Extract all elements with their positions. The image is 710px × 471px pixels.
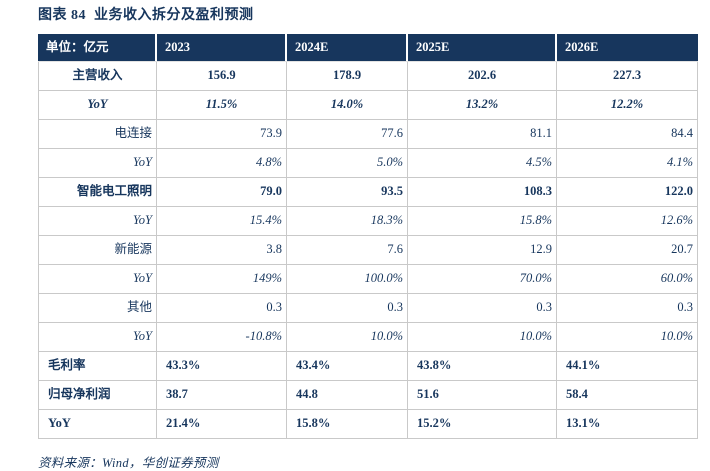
value-cell: 84.4 <box>557 120 698 148</box>
value-cell: 4.8% <box>157 149 287 177</box>
row-label: YoY <box>38 323 157 351</box>
value-cell: 7.6 <box>287 236 408 264</box>
figure-title: 图表 84 业务收入拆分及盈利预测 <box>38 8 254 23</box>
value-cell: 13.2% <box>408 91 557 119</box>
row-label: YoY <box>38 207 157 235</box>
value-cell: 3.8 <box>157 236 287 264</box>
value-cell: 12.2% <box>557 91 698 119</box>
value-cell: 60.0% <box>557 265 698 293</box>
row-label: YoY <box>38 410 157 438</box>
table-row: YoY 15.4% 18.3% 15.8% 12.6% <box>38 207 698 236</box>
value-cell: 38.7 <box>157 381 287 409</box>
unit-header-cell: 单位：亿元 <box>38 34 157 61</box>
row-label: YoY <box>38 91 157 119</box>
value-cell: 10.0% <box>287 323 408 351</box>
value-cell: 0.3 <box>287 294 408 322</box>
value-cell: 15.8% <box>408 207 557 235</box>
table-row: 智能电工照明 79.0 93.5 108.3 122.0 <box>38 178 698 207</box>
row-label: 智能电工照明 <box>38 178 157 206</box>
row-label: 其他 <box>38 294 157 322</box>
table-body: 主营收入 156.9 178.9 202.6 227.3 YoY 11.5% 14.0% 13.… <box>38 61 698 439</box>
table-row: YoY 21.4% 15.8% 15.2% 13.1% <box>38 410 698 439</box>
table-row: YoY 11.5% 14.0% 13.2% 12.2% <box>38 91 698 120</box>
value-cell: 81.1 <box>408 120 557 148</box>
value-cell: 58.4 <box>557 381 698 409</box>
table-row: YoY -10.8% 10.0% 10.0% 10.0% <box>38 323 698 352</box>
row-label: 新能源 <box>38 236 157 264</box>
value-cell: 44.8 <box>287 381 408 409</box>
value-cell: 12.9 <box>408 236 557 264</box>
source-note: 资料来源：Wind，华创证券预测 <box>38 456 219 470</box>
value-cell: 10.0% <box>557 323 698 351</box>
value-cell: 178.9 <box>287 62 408 90</box>
row-label: 归母净利润 <box>38 381 157 409</box>
value-cell: 15.8% <box>287 410 408 438</box>
value-cell: 0.3 <box>157 294 287 322</box>
value-cell: 5.0% <box>287 149 408 177</box>
row-label: 电连接 <box>38 120 157 148</box>
value-cell: 43.8% <box>408 352 557 380</box>
value-cell: 0.3 <box>557 294 698 322</box>
value-cell: 43.3% <box>157 352 287 380</box>
value-cell: 4.1% <box>557 149 698 177</box>
row-label: YoY <box>38 149 157 177</box>
value-cell: 77.6 <box>287 120 408 148</box>
value-cell: 93.5 <box>287 178 408 206</box>
table-row: 归母净利润 38.7 44.8 51.6 58.4 <box>38 381 698 410</box>
value-cell: 15.2% <box>408 410 557 438</box>
value-cell: 73.9 <box>157 120 287 148</box>
value-cell: 12.6% <box>557 207 698 235</box>
table-row: 新能源 3.8 7.6 12.9 20.7 <box>38 236 698 265</box>
value-cell: 227.3 <box>557 62 698 90</box>
row-label: 毛利率 <box>38 352 157 380</box>
value-cell: 4.5% <box>408 149 557 177</box>
row-label: 主营收入 <box>38 62 157 90</box>
value-cell: 122.0 <box>557 178 698 206</box>
value-cell: 15.4% <box>157 207 287 235</box>
value-cell: 79.0 <box>157 178 287 206</box>
table-row: YoY 4.8% 5.0% 4.5% 4.1% <box>38 149 698 178</box>
value-cell: -10.8% <box>157 323 287 351</box>
year-header-cell: 2024E <box>287 34 408 61</box>
value-cell: 14.0% <box>287 91 408 119</box>
row-label: YoY <box>38 265 157 293</box>
table-header-row: 单位：亿元 2023 2024E 2025E 2026E <box>38 34 698 61</box>
value-cell: 18.3% <box>287 207 408 235</box>
table-row: 电连接 73.9 77.6 81.1 84.4 <box>38 120 698 149</box>
value-cell: 100.0% <box>287 265 408 293</box>
value-cell: 70.0% <box>408 265 557 293</box>
year-header-cell: 2023 <box>157 34 287 61</box>
value-cell: 10.0% <box>408 323 557 351</box>
value-cell: 202.6 <box>408 62 557 90</box>
table-row: 主营收入 156.9 178.9 202.6 227.3 <box>38 62 698 91</box>
value-cell: 51.6 <box>408 381 557 409</box>
value-cell: 156.9 <box>157 62 287 90</box>
table-row: 毛利率 43.3% 43.4% 43.8% 44.1% <box>38 352 698 381</box>
value-cell: 11.5% <box>157 91 287 119</box>
value-cell: 21.4% <box>157 410 287 438</box>
value-cell: 44.1% <box>557 352 698 380</box>
year-header-cell: 2025E <box>408 34 557 61</box>
value-cell: 149% <box>157 265 287 293</box>
value-cell: 20.7 <box>557 236 698 264</box>
value-cell: 43.4% <box>287 352 408 380</box>
table-row: 其他 0.3 0.3 0.3 0.3 <box>38 294 698 323</box>
year-header-cell: 2026E <box>565 40 599 54</box>
value-cell: 0.3 <box>408 294 557 322</box>
table-row: YoY 149% 100.0% 70.0% 60.0% <box>38 265 698 294</box>
value-cell: 108.3 <box>408 178 557 206</box>
value-cell: 13.1% <box>557 410 698 438</box>
forecast-table: 单位：亿元 2023 2024E 2025E 2026E 主营收入 156.9 178.9 2… <box>38 34 698 439</box>
